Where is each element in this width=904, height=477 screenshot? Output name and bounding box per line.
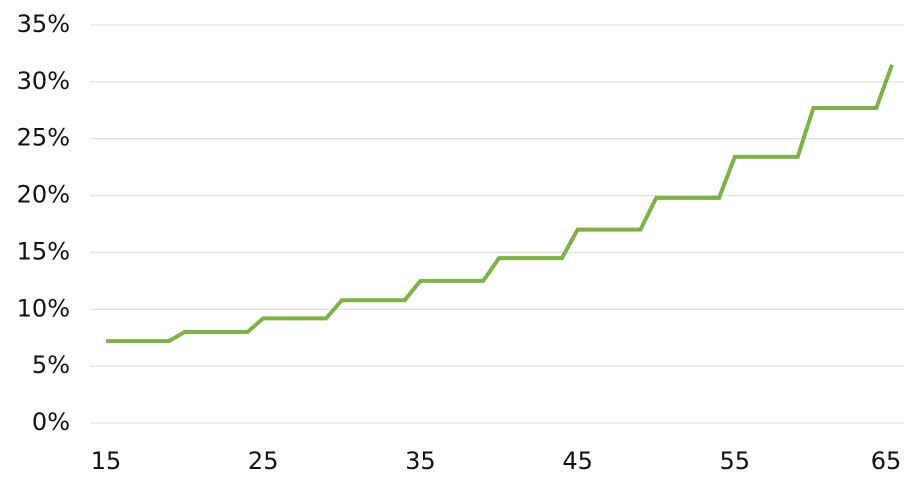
x-tick-label: 65: [871, 447, 902, 475]
x-tick-label: 15: [91, 447, 122, 475]
y-tick-label: 20%: [17, 181, 70, 209]
y-tick-label: 15%: [17, 237, 70, 265]
y-tick-label: 35%: [17, 10, 70, 38]
y-tick-label: 10%: [17, 294, 70, 322]
x-tick-label: 45: [562, 447, 593, 475]
data-line: [106, 64, 894, 344]
y-tick-label: 30%: [17, 67, 70, 95]
y-tick-label: 0%: [32, 408, 70, 436]
y-tick-label: 25%: [17, 124, 70, 152]
x-tick-label: 35: [405, 447, 436, 475]
y-tick-label: 5%: [32, 351, 70, 379]
x-tick-label: 25: [248, 447, 279, 475]
x-tick-label: 55: [720, 447, 751, 475]
